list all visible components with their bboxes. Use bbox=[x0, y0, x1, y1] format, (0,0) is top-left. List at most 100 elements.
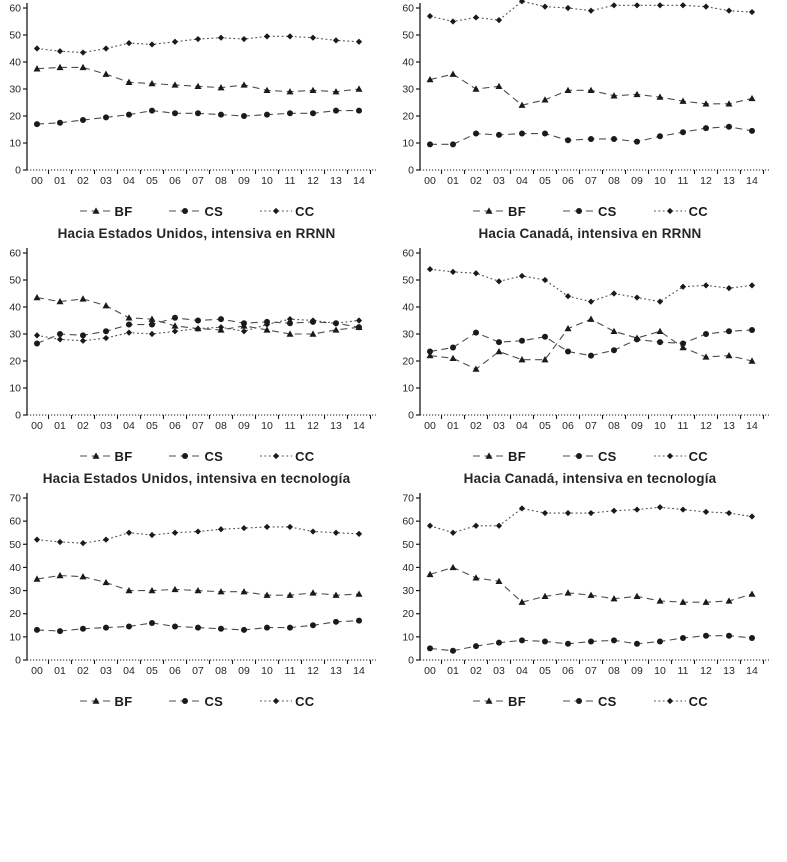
legend-item-cc: CC bbox=[653, 204, 708, 219]
svg-text:12: 12 bbox=[700, 420, 712, 432]
line-chart-svg: 0 10 20 30 40 50 60 70 00 01 02 03 04 05 06 07 08 09 10 11 1… bbox=[9, 493, 376, 677]
legend-item-cs: CS bbox=[562, 694, 617, 709]
svg-text:04: 04 bbox=[516, 420, 528, 432]
svg-text:14: 14 bbox=[353, 420, 365, 432]
svg-text:12: 12 bbox=[700, 175, 712, 187]
svg-text:00: 00 bbox=[31, 665, 43, 677]
svg-text:08: 08 bbox=[608, 420, 620, 432]
svg-text:10: 10 bbox=[9, 631, 21, 643]
chart-usa-tecnologia: Hacia Estados Unidos, intensiva en tecno… bbox=[0, 468, 393, 713]
svg-text:13: 13 bbox=[723, 175, 735, 187]
svg-text:30: 30 bbox=[402, 329, 414, 341]
svg-text:03: 03 bbox=[100, 175, 112, 187]
svg-text:60: 60 bbox=[402, 248, 414, 260]
legend: BF CS CC bbox=[0, 199, 393, 223]
svg-text:06: 06 bbox=[562, 665, 574, 677]
svg-text:10: 10 bbox=[654, 420, 666, 432]
svg-text:14: 14 bbox=[746, 420, 758, 432]
svg-text:03: 03 bbox=[100, 665, 112, 677]
svg-text:20: 20 bbox=[9, 356, 21, 368]
legend-marker-circle-icon bbox=[169, 453, 202, 459]
legend-item-cs: CS bbox=[562, 449, 617, 464]
chart-title: Hacia Estados Unidos, intensiva en RRNN bbox=[57, 226, 336, 241]
legend-item-bf: BF bbox=[472, 694, 526, 709]
svg-text:10: 10 bbox=[9, 138, 21, 150]
svg-text:03: 03 bbox=[100, 420, 112, 432]
svg-text:10: 10 bbox=[261, 420, 273, 432]
svg-text:03: 03 bbox=[493, 175, 505, 187]
svg-text:11: 11 bbox=[285, 665, 296, 677]
svg-text:07: 07 bbox=[585, 175, 597, 187]
svg-text:13: 13 bbox=[330, 665, 342, 677]
svg-text:06: 06 bbox=[169, 665, 181, 677]
plot-area: 0 10 20 30 40 50 60 00 01 02 03 04 05 06 07 08 09 10 11 12 1… bbox=[393, 0, 787, 198]
svg-text:60: 60 bbox=[9, 516, 21, 528]
legend-marker-circle-icon bbox=[169, 208, 202, 214]
chart-title: Hacia Canadá, intensiva en RRNN bbox=[478, 226, 702, 241]
legend-marker-diamond-icon bbox=[260, 207, 293, 215]
svg-text:30: 30 bbox=[402, 84, 414, 96]
svg-text:14: 14 bbox=[353, 665, 365, 677]
svg-text:05: 05 bbox=[539, 175, 551, 187]
legend-label: BF bbox=[508, 203, 526, 219]
svg-text:08: 08 bbox=[215, 665, 227, 677]
line-chart-svg: 0 10 20 30 40 50 60 70 00 01 02 03 04 05 06 07 08 09 10 11 1… bbox=[402, 493, 769, 677]
legend-marker-circle-icon bbox=[169, 698, 202, 704]
legend-marker-triangle-icon bbox=[79, 207, 112, 214]
svg-text:02: 02 bbox=[470, 175, 482, 187]
svg-text:08: 08 bbox=[215, 175, 227, 187]
svg-text:40: 40 bbox=[402, 562, 414, 574]
svg-text:10: 10 bbox=[654, 665, 666, 677]
chart-title: Hacia Canadá, intensiva en tecnología bbox=[463, 471, 717, 486]
svg-text:09: 09 bbox=[631, 420, 643, 432]
legend-marker-triangle-icon bbox=[473, 452, 505, 459]
svg-text:50: 50 bbox=[9, 275, 21, 287]
svg-text:60: 60 bbox=[9, 3, 21, 15]
legend-marker-triangle-icon bbox=[473, 697, 505, 704]
chart-canada-tecnologia: Hacia Canadá, intensiva en tecnología 0 1… bbox=[393, 468, 787, 713]
legend-item-bf: BF bbox=[79, 204, 133, 219]
svg-text:02: 02 bbox=[470, 420, 482, 432]
legend: BF CS CC bbox=[393, 444, 787, 468]
svg-text:0: 0 bbox=[15, 165, 21, 177]
svg-text:14: 14 bbox=[746, 665, 758, 677]
chart-top-right: 0 10 20 30 40 50 60 00 01 02 03 04 05 06 07 08 09 10 11 12 1… bbox=[393, 0, 787, 223]
svg-text:40: 40 bbox=[402, 302, 414, 314]
legend-label: CS bbox=[204, 448, 224, 464]
legend-marker-diamond-icon bbox=[653, 452, 686, 460]
svg-text:70: 70 bbox=[402, 493, 414, 505]
plot-area: 0 10 20 30 40 50 60 70 00 01 02 03 04 05 06 07 08 09 10 11 1… bbox=[0, 490, 393, 688]
svg-text:07: 07 bbox=[585, 420, 597, 432]
svg-text:10: 10 bbox=[654, 175, 666, 187]
legend-label: CC bbox=[688, 448, 708, 464]
legend-label: CC bbox=[295, 693, 315, 709]
svg-text:01: 01 bbox=[54, 665, 66, 677]
svg-text:14: 14 bbox=[353, 175, 365, 187]
svg-text:03: 03 bbox=[493, 665, 505, 677]
line-chart-svg: 0 10 20 30 40 50 60 00 01 02 03 04 05 06 07 08 09 10 11 12 1… bbox=[9, 3, 376, 187]
svg-text:05: 05 bbox=[539, 665, 551, 677]
svg-text:0: 0 bbox=[15, 655, 21, 667]
line-chart-svg: 0 10 20 30 40 50 60 00 01 02 03 04 05 06 07 08 09 10 11 12 1… bbox=[9, 248, 376, 432]
line-chart-svg: 0 10 20 30 40 50 60 00 01 02 03 04 05 06 07 08 09 10 11 12 1… bbox=[402, 248, 769, 432]
legend-label: CC bbox=[688, 693, 708, 709]
legend: BF CS CC bbox=[393, 689, 787, 713]
svg-text:0: 0 bbox=[408, 655, 414, 667]
svg-text:13: 13 bbox=[723, 420, 735, 432]
legend-marker-diamond-icon bbox=[653, 697, 686, 705]
svg-text:0: 0 bbox=[408, 410, 414, 422]
legend: BF CS CC bbox=[393, 199, 787, 223]
svg-text:20: 20 bbox=[402, 608, 414, 620]
legend-marker-triangle-icon bbox=[79, 697, 112, 704]
legend-item-cc: CC bbox=[259, 694, 314, 709]
svg-text:30: 30 bbox=[9, 329, 21, 341]
plot-area: 0 10 20 30 40 50 60 00 01 02 03 04 05 06 07 08 09 10 11 12 1… bbox=[0, 0, 393, 198]
legend-label: CS bbox=[597, 693, 617, 709]
legend-item-cc: CC bbox=[653, 449, 708, 464]
legend-marker-diamond-icon bbox=[260, 697, 293, 705]
svg-text:01: 01 bbox=[54, 175, 66, 187]
svg-text:40: 40 bbox=[9, 302, 21, 314]
svg-text:10: 10 bbox=[261, 175, 273, 187]
legend-marker-diamond-icon bbox=[260, 452, 293, 460]
chart-top-left: 0 10 20 30 40 50 60 00 01 02 03 04 05 06 07 08 09 10 11 12 1… bbox=[0, 0, 393, 223]
